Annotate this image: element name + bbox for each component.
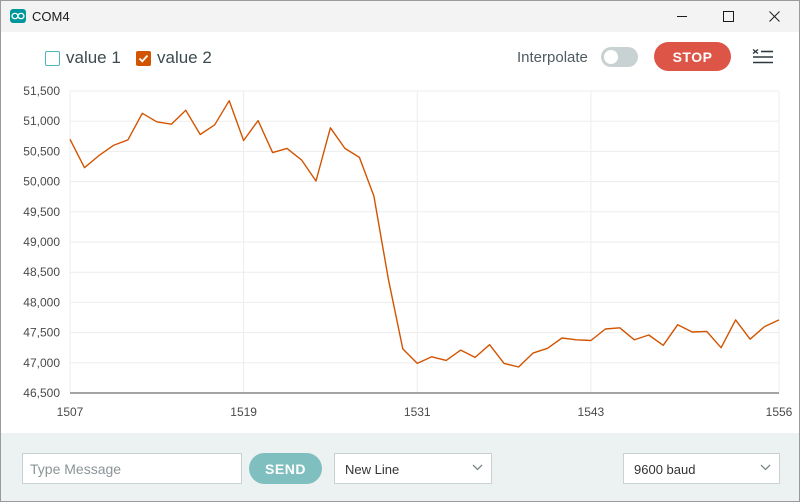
y-tick-label: 49,500	[23, 205, 60, 219]
message-bar: SEND New Line 9600 baud	[1, 433, 799, 501]
maximize-button[interactable]	[705, 1, 751, 32]
y-tick-label: 46,500	[23, 386, 60, 400]
value-1-label[interactable]: value 1	[66, 48, 121, 67]
line-ending-value: New Line	[345, 462, 400, 477]
x-tick-label: 1556	[766, 405, 793, 419]
line-chart: 46,500 47,000 47,500 48,000 48,500 49,000 49,5…	[23, 84, 793, 419]
interpolate-toggle[interactable]	[601, 47, 638, 67]
x-tick-label: 1543	[578, 405, 605, 419]
title-bar: COM4	[1, 1, 799, 32]
x-tick-label: 1507	[57, 405, 84, 419]
close-button[interactable]	[751, 1, 797, 32]
line-ending-select[interactable]: New Line	[334, 453, 492, 484]
clear-lines-icon	[752, 48, 773, 64]
series-line-value-2	[69, 100, 780, 368]
y-tick-label: 51,000	[23, 114, 60, 128]
baud-rate-select[interactable]: 9600 baud	[623, 453, 780, 484]
close-icon	[768, 11, 780, 22]
y-tick-label: 48,000	[23, 295, 60, 309]
checkmark-icon	[138, 54, 149, 63]
x-tick-label: 1531	[404, 405, 431, 419]
toggle-knob	[604, 50, 618, 64]
chevron-down-icon	[760, 464, 771, 471]
window-title: COM4	[32, 9, 70, 24]
plotter-toolbar: value 1 value 2 Interpolate STOP	[1, 32, 799, 80]
y-tick-label: 50,000	[23, 175, 60, 189]
y-tick-label: 47,500	[23, 326, 60, 340]
minimize-icon	[676, 16, 687, 17]
value-1-checkbox[interactable]	[45, 51, 60, 66]
interpolate-label: Interpolate	[517, 49, 588, 66]
plot-area: 46,500 47,000 47,500 48,000 48,500 49,000 49,5…	[1, 80, 799, 433]
chevron-down-icon	[472, 464, 483, 471]
y-tick-label: 50,500	[23, 144, 60, 158]
send-button[interactable]: SEND	[249, 453, 322, 484]
y-tick-label: 47,000	[23, 356, 60, 370]
y-tick-label: 49,000	[23, 235, 60, 249]
stop-button[interactable]: STOP	[654, 42, 731, 71]
maximize-icon	[722, 11, 734, 22]
arduino-infinity-icon	[10, 9, 26, 23]
minimize-button[interactable]	[659, 1, 705, 32]
value-2-label[interactable]: value 2	[157, 48, 212, 67]
baud-rate-value: 9600 baud	[634, 462, 696, 477]
message-input[interactable]	[22, 453, 242, 484]
y-tick-label: 48,500	[23, 265, 60, 279]
x-tick-label: 1519	[230, 405, 257, 419]
clear-plot-button[interactable]	[752, 47, 774, 67]
value-2-checkbox[interactable]	[136, 51, 151, 66]
y-tick-label: 51,500	[23, 84, 60, 98]
